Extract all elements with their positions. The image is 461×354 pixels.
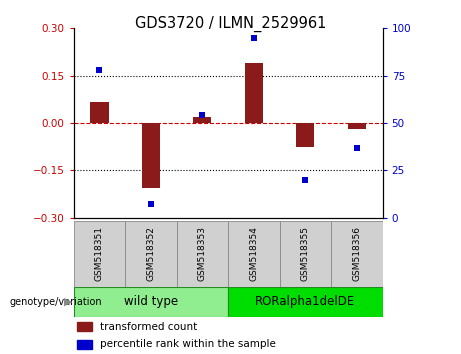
Text: GSM518354: GSM518354 [249, 227, 259, 281]
Text: RORalpha1delDE: RORalpha1delDE [255, 295, 355, 308]
Bar [296, 123, 314, 147]
Bar [228, 221, 280, 287]
Point [148, 202, 155, 207]
Bar [331, 221, 383, 287]
Bar [280, 221, 331, 287]
Text: genotype/variation: genotype/variation [9, 297, 102, 307]
Bar [77, 339, 92, 349]
Bar [177, 221, 228, 287]
Bar [194, 117, 212, 123]
Bar [125, 221, 177, 287]
Bar [77, 322, 92, 331]
Bar [245, 63, 263, 123]
Text: GSM518356: GSM518356 [352, 227, 361, 281]
Text: GSM518353: GSM518353 [198, 227, 207, 281]
Point [301, 177, 309, 183]
Text: percentile rank within the sample: percentile rank within the sample [100, 339, 276, 349]
Text: GSM518355: GSM518355 [301, 227, 310, 281]
Bar [142, 123, 160, 188]
Text: GSM518351: GSM518351 [95, 227, 104, 281]
Bar [90, 103, 108, 123]
Bar [348, 123, 366, 129]
Text: GSM518352: GSM518352 [147, 227, 155, 281]
Point [250, 35, 258, 41]
Text: ▶: ▶ [64, 297, 72, 307]
Bar [228, 287, 383, 317]
Text: transformed count: transformed count [100, 322, 197, 332]
Bar [74, 221, 125, 287]
Text: GDS3720 / ILMN_2529961: GDS3720 / ILMN_2529961 [135, 16, 326, 32]
Point [353, 145, 361, 150]
Bar [74, 287, 228, 317]
Point [199, 113, 206, 118]
Point [96, 67, 103, 73]
Text: wild type: wild type [124, 295, 178, 308]
